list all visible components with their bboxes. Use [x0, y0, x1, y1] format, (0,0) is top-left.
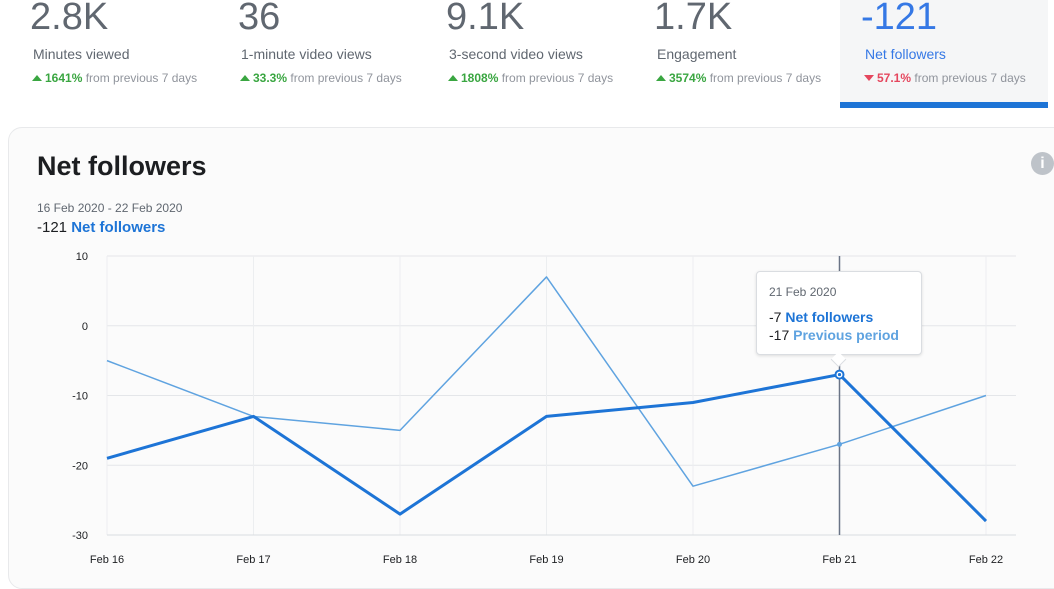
date-range: 16 Feb 2020 - 22 Feb 2020 [37, 201, 183, 215]
metric-tab-net-followers[interactable]: -121 Net followers 57.1% from previous 7… [840, 0, 1048, 108]
arrow-down-icon [864, 75, 874, 81]
x-tick-label: Feb 16 [90, 554, 124, 564]
metric-change: 33.3% from previous 7 days [240, 71, 402, 85]
chart-labels: 10 0 -10 -20 -30 Feb 16 Feb 17 Feb 18 Feb 19 Feb … [72, 251, 1003, 564]
metric-tabs: 2.8K Minutes viewed 1641% from previous … [0, 0, 1054, 108]
metric-change-percent: 3574% [669, 71, 707, 85]
x-tick-label: Feb 20 [676, 554, 710, 564]
metric-value: -121 [861, 0, 938, 38]
metric-value: 2.8K [30, 0, 109, 38]
metric-change: 3574% from previous 7 days [656, 71, 821, 85]
metric-value: 1.7K [654, 0, 733, 38]
x-tick-label: Feb 17 [236, 554, 270, 564]
metric-label: Minutes viewed [33, 46, 130, 62]
y-tick-label: -30 [72, 530, 88, 542]
chart-tooltip: 21 Feb 2020 -7 Net followers -17 Previou… [756, 271, 922, 368]
metric-change: 1808% from previous 7 days [448, 71, 613, 85]
x-tick-label: Feb 18 [383, 554, 417, 564]
arrow-up-icon [32, 75, 42, 81]
metric-tab-3-second-views[interactable]: 9.1K 3-second video views 1808% from pre… [446, 0, 646, 108]
metric-change: 1641% from previous 7 days [32, 71, 197, 85]
tooltip-date: 21 Feb 2020 [769, 285, 837, 299]
summary: -121 Net followers [37, 219, 165, 236]
summary-label: Net followers [71, 219, 166, 236]
metric-change-suffix: from previous 7 days [290, 71, 402, 85]
metric-change-suffix: from previous 7 days [914, 71, 1026, 85]
metric-label: 3-second video views [449, 46, 583, 62]
metric-tab-1-minute-views[interactable]: 36 1-minute video views 33.3% from previ… [238, 0, 438, 108]
metric-change-suffix: from previous 7 days [85, 71, 198, 85]
metric-value: 36 [238, 0, 281, 38]
metric-change-percent: 1808% [461, 71, 499, 85]
metric-tab-engagement[interactable]: 1.7K Engagement 3574% from previous 7 da… [654, 0, 838, 108]
metric-change-percent: 1641% [45, 71, 83, 85]
info-icon[interactable]: i [1031, 152, 1054, 175]
tooltip-value: -7 [769, 309, 782, 325]
y-tick-label: 10 [76, 251, 88, 263]
metric-label: Net followers [865, 46, 946, 62]
x-tick-label: Feb 19 [529, 554, 563, 564]
tooltip-series-label: Net followers [785, 309, 874, 325]
tooltip-series-label: Previous period [793, 327, 899, 343]
x-tick-label: Feb 21 [822, 554, 856, 564]
y-tick-label: 0 [82, 321, 88, 333]
metric-tab-minutes-viewed[interactable]: 2.8K Minutes viewed 1641% from previous … [30, 0, 230, 108]
tooltip-row-previous-period: -17 Previous period [769, 327, 899, 343]
metric-change-suffix: from previous 7 days [709, 71, 822, 85]
tooltip-value: -17 [769, 327, 790, 343]
chart-grid [106, 255, 1016, 536]
metric-change-percent: 33.3% [253, 71, 288, 85]
metric-label: 1-minute video views [241, 46, 372, 62]
x-tick-label: Feb 22 [969, 554, 1003, 564]
metric-label: Engagement [657, 46, 737, 62]
hover-point-net-followers-center [837, 372, 842, 377]
line-chart: 10 0 -10 -20 -30 Feb 16 Feb 17 Feb 18 Feb 19 Feb … [72, 251, 1016, 564]
tooltip-row-net-followers: -7 Net followers [769, 309, 873, 325]
summary-value: -121 [37, 219, 68, 236]
hover-point-previous-period [837, 441, 842, 447]
arrow-up-icon [240, 75, 250, 81]
arrow-up-icon [656, 75, 666, 81]
metric-value: 9.1K [446, 0, 525, 38]
chart-panel [8, 127, 1054, 589]
metric-change-percent: 57.1% [877, 71, 912, 85]
arrow-up-icon [448, 75, 458, 81]
panel-title: Net followers [37, 151, 207, 181]
y-tick-label: -20 [72, 460, 88, 472]
metric-change-suffix: from previous 7 days [501, 71, 614, 85]
y-tick-label: -10 [72, 391, 88, 403]
metric-change: 57.1% from previous 7 days [864, 71, 1026, 85]
